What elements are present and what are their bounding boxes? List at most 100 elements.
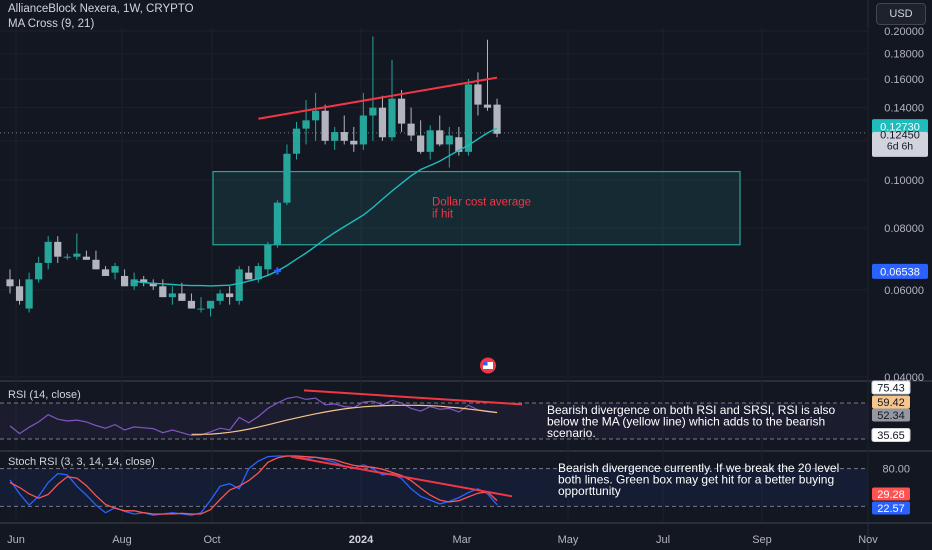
- resistance-trendline: [258, 76, 498, 120]
- candle: [226, 286, 234, 305]
- candle-body: [130, 279, 138, 287]
- candle-body: [6, 279, 14, 287]
- candle: [302, 100, 310, 145]
- stoch-tag-bg: [872, 487, 910, 501]
- candle: [121, 269, 129, 287]
- y-tick-label: 0.18000: [884, 49, 924, 61]
- candle-body: [378, 107, 387, 138]
- x-tick-label: Jul: [656, 534, 670, 546]
- candle-body: [455, 137, 463, 152]
- dca-annotation: Dollar cost average if hit: [432, 197, 531, 221]
- stoch-annotation-line: opporttunity: [558, 484, 621, 498]
- rsi-band: [0, 403, 868, 439]
- candle-body: [302, 120, 310, 129]
- rsi-annotation-line: scenario.: [547, 426, 596, 440]
- candle-body: [44, 241, 52, 263]
- candle-body: [54, 241, 62, 257]
- candle: [140, 275, 148, 287]
- rsi-price-tag: 52.34: [877, 410, 905, 422]
- candle-body: [15, 286, 24, 301]
- candle: [216, 289, 224, 305]
- dca-zone-box: [212, 170, 741, 246]
- x-tick-label: 2024: [349, 534, 374, 546]
- candle-body: [445, 135, 453, 145]
- y-tick-label: 0.10000: [884, 175, 924, 187]
- candle: [273, 200, 281, 248]
- ma21-line: [134, 127, 498, 287]
- candle-body: [187, 300, 196, 309]
- candle: [44, 236, 52, 270]
- rsi-tag-bg: [872, 408, 910, 422]
- candle-body: [436, 130, 444, 145]
- candle: [92, 250, 100, 270]
- stoch-divergence-trendline: [290, 455, 513, 498]
- candle-body: [474, 84, 482, 105]
- candle-body: [63, 256, 71, 258]
- candle: [369, 36, 377, 141]
- last-price-tag-countdown: 6d 6h: [887, 140, 913, 152]
- candle: [245, 266, 253, 280]
- flag-icon-stripes: [483, 361, 493, 369]
- candle: [235, 266, 243, 305]
- x-tick-label: Jun: [7, 534, 25, 546]
- stoch-price-tag: 22.57: [877, 503, 905, 515]
- candle: [493, 98, 501, 138]
- rsi-tag-bg: [871, 380, 911, 395]
- rsi-annotation: Bearish divergence on both RSI and SRSI,…: [547, 403, 835, 440]
- stoch-annotation-line: both lines. Green box may get hit for a …: [558, 473, 834, 487]
- candle: [378, 95, 387, 141]
- candle: [254, 262, 262, 283]
- x-tick-label: Oct: [203, 534, 220, 546]
- candle: [426, 125, 434, 160]
- chart-title: AllianceBlock Nexera, 1W, CRYPTO: [8, 3, 194, 15]
- candle-body: [350, 140, 358, 145]
- candle: [15, 279, 24, 305]
- candle: [350, 126, 358, 152]
- pane-separator: [0, 380, 932, 382]
- candle: [474, 72, 482, 116]
- candle-body: [273, 202, 281, 245]
- candle-body: [312, 110, 320, 121]
- stoch-annotation-line: Bearish divergence currently. If we brea…: [558, 461, 839, 475]
- candle-body: [397, 98, 406, 124]
- candle-body: [254, 266, 262, 280]
- candle-body: [226, 293, 234, 298]
- candle: [111, 262, 119, 280]
- candle-body: [464, 84, 472, 152]
- candle-body: [407, 123, 415, 136]
- candle: [73, 233, 81, 260]
- candle-body: [168, 293, 176, 298]
- candle-body: [369, 107, 377, 116]
- stoch-band: [0, 468, 868, 507]
- y-tick-label: 0.06000: [884, 285, 924, 297]
- currency-button[interactable]: USD: [876, 3, 926, 25]
- candle-body: [111, 266, 119, 273]
- candle: [168, 286, 176, 305]
- candle: [159, 279, 167, 298]
- candle-body: [149, 282, 157, 287]
- rsi-price-tag: 35.65: [877, 430, 905, 442]
- candle: [35, 256, 43, 283]
- candle-body: [417, 135, 425, 152]
- y-tick-label: 0.20000: [884, 26, 924, 38]
- candle: [283, 144, 291, 206]
- candle-body: [73, 253, 81, 257]
- dca-annotation-line: Dollar cost average: [432, 197, 531, 209]
- candle-body: [245, 272, 253, 280]
- x-tick-label: May: [558, 534, 579, 546]
- candle-body: [283, 153, 291, 203]
- rsi-divergence-trendline: [303, 389, 523, 406]
- candle: [130, 272, 138, 290]
- candle-body: [388, 98, 396, 138]
- stoch-k-line: [9, 455, 498, 516]
- indicator-label[interactable]: MA Cross (9, 21): [8, 18, 95, 30]
- rsi-ma-line: [191, 404, 498, 435]
- rsi-tag-bg: [871, 428, 911, 442]
- candle-body: [140, 279, 148, 283]
- candle-body: [359, 115, 367, 145]
- candle-body: [101, 269, 110, 276]
- ma21-price-tag-bg: [872, 119, 928, 135]
- y-tick-label: 0.16000: [884, 74, 924, 86]
- ma9-price-tag-bg: [872, 263, 928, 279]
